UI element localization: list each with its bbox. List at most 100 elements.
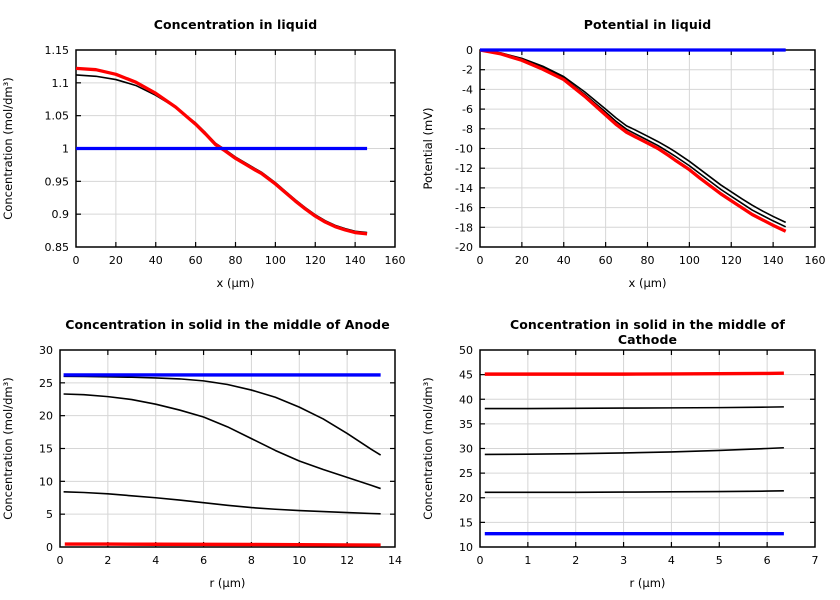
- x-tick-label: 20: [109, 254, 123, 267]
- x-tick-label: 4: [152, 554, 159, 567]
- x-tick-label: 140: [763, 254, 784, 267]
- x-tick-label: 3: [620, 554, 627, 567]
- x-axis-label: r (μm): [630, 576, 666, 590]
- x-tick-label: 6: [200, 554, 207, 567]
- series-potential-black-outer: [479, 49, 787, 224]
- y-tick-label: 5: [46, 508, 53, 521]
- y-tick-label: 15: [39, 443, 53, 456]
- chart-svg: 0 2 4 6 8 10 12 14 0 5 10 15 20 25 30 r (μm) Concentrati…: [1, 344, 402, 590]
- x-tick-label: 0: [57, 554, 64, 567]
- y-tick-label: 25: [459, 467, 473, 480]
- x-tick-label: 7: [812, 554, 819, 567]
- chart-svg: 0 20 40 60 80 100 120 140 160 0.85 0.9 0.95 1 1.05 1.1…: [1, 44, 406, 290]
- x-tick-label: 60: [599, 254, 613, 267]
- y-tick-label: 20: [459, 492, 473, 505]
- y-tick-label: 1.05: [45, 110, 70, 123]
- x-tick-label: 60: [189, 254, 203, 267]
- chart-cell-potential-liquid: Potential in liquid 0 20 40 60 80 100 120 140 16…: [420, 0, 840, 300]
- chart-title: Potential in liquid: [583, 17, 712, 32]
- y-tick-label: 10: [459, 541, 473, 554]
- x-tick-label: 1: [524, 554, 531, 567]
- x-tick-label: 0: [73, 254, 80, 267]
- y-axis-label: Concentration (mol/dm³): [1, 77, 15, 219]
- series-potential-black-inner: [479, 49, 787, 228]
- y-tick-label: -14: [455, 182, 473, 195]
- series-cathode-max-concentration-red: [484, 371, 784, 376]
- x-axis-label: r (μm): [210, 576, 246, 590]
- x-tick-label: 80: [641, 254, 655, 267]
- y-tick-label: 15: [459, 516, 473, 529]
- y-tick-label: -16: [455, 202, 473, 215]
- x-tick-label: 0: [477, 554, 484, 567]
- chart-canvas: 0 2 4 6 8 10 12 14 0 5 10 15 20 25 30 r (μm) Concentrati…: [0, 300, 420, 600]
- y-tick-label: 0.9: [52, 208, 70, 221]
- y-tick-label: 10: [39, 475, 53, 488]
- chart-cell-cathode-solid-concentration: Concentration in solid in the middle of …: [420, 300, 840, 600]
- x-tick-label: 100: [679, 254, 700, 267]
- y-tick-label: -10: [455, 143, 473, 156]
- y-tick-label: 25: [39, 377, 53, 390]
- x-tick-label: 160: [805, 254, 826, 267]
- chart-cell-anode-solid-concentration: Concentration in solid in the middle of …: [0, 300, 420, 600]
- y-tick-label: 1.15: [45, 44, 70, 57]
- x-tick-label: 0: [477, 254, 484, 267]
- y-tick-label: 50: [459, 344, 473, 357]
- x-tick-label: 20: [515, 254, 529, 267]
- x-tick-label: 160: [385, 254, 406, 267]
- plot-border: [59, 349, 396, 548]
- y-tick-label: -20: [455, 241, 473, 254]
- chart-title: Concentration in solid in the middle of …: [65, 317, 390, 332]
- series-cathode-solid-concentration-upper-black: [484, 406, 784, 410]
- y-tick-label: 35: [459, 418, 473, 431]
- x-tick-label: 14: [388, 554, 402, 567]
- x-tick-label: 100: [265, 254, 286, 267]
- x-tick-label: 2: [572, 554, 579, 567]
- chart-cell-concentration-liquid: Concentration in liquid 0 20 40 60 80 100 120 1…: [0, 0, 420, 300]
- x-tick-label: 8: [248, 554, 255, 567]
- y-axis-label: Concentration (mol/dm³): [1, 377, 15, 519]
- y-tick-label: 0: [46, 541, 53, 554]
- series-anode-min-concentration-red: [64, 542, 381, 547]
- series-potential-red: [479, 48, 787, 233]
- series-liquid-concentration-black: [75, 74, 368, 234]
- x-tick-label: 120: [305, 254, 326, 267]
- y-tick-label: -2: [462, 64, 473, 77]
- chart-title: Concentration in solid in the middle of …: [509, 317, 786, 347]
- y-tick-label: 0.85: [45, 241, 70, 254]
- y-tick-label: 0.95: [45, 175, 70, 188]
- series-liquid-concentration-red: [75, 66, 368, 236]
- x-tick-label: 12: [340, 554, 354, 567]
- series-cathode-solid-concentration-middle-black: [484, 446, 784, 456]
- y-tick-label: 30: [459, 443, 473, 456]
- series-anode-solid-concentration-mid: [63, 393, 381, 490]
- x-axis-label: x (μm): [217, 276, 255, 290]
- y-tick-label: 0: [466, 44, 473, 57]
- y-axis-label: Concentration (mol/dm³): [421, 377, 435, 519]
- x-tick-label: 10: [292, 554, 306, 567]
- y-tick-label: 30: [39, 344, 53, 357]
- x-tick-label: 140: [345, 254, 366, 267]
- x-tick-label: 5: [716, 554, 723, 567]
- x-tick-label: 120: [721, 254, 742, 267]
- y-tick-label: -8: [462, 123, 473, 136]
- plot-border: [479, 349, 816, 548]
- chart-canvas: 0 1 2 3 4 5 6 7 10 15 20 25 30 35 40 45 50 r (μm) Concentr…: [420, 300, 840, 600]
- x-tick-label: 2: [104, 554, 111, 567]
- y-tick-label: 1.1: [52, 77, 70, 90]
- x-tick-label: 40: [557, 254, 571, 267]
- y-tick-label: -4: [462, 83, 473, 96]
- y-tick-label: 40: [459, 393, 473, 406]
- x-tick-label: 80: [229, 254, 243, 267]
- x-tick-label: 6: [764, 554, 771, 567]
- series-anode-solid-concentration-inner: [63, 491, 381, 515]
- y-axis-label: Potential (mV): [421, 107, 435, 189]
- series-anode-solid-concentration-surface: [63, 375, 382, 456]
- chart-canvas: 0 20 40 60 80 100 120 140 160 0 -2 -4 -6 -8 -10 -12 -14 -…: [420, 0, 840, 300]
- y-tick-label: 1: [62, 143, 69, 156]
- y-tick-label: -6: [462, 103, 473, 116]
- chart-canvas: 0 20 40 60 80 100 120 140 160 0.85 0.9 0.95 1 1.05 1.1…: [0, 0, 420, 300]
- y-tick-label: 45: [459, 369, 473, 382]
- x-tick-label: 4: [668, 554, 675, 567]
- chart-svg: 0 20 40 60 80 100 120 140 160 0 -2 -4 -6 -8 -10 -12 -14 -…: [421, 44, 826, 290]
